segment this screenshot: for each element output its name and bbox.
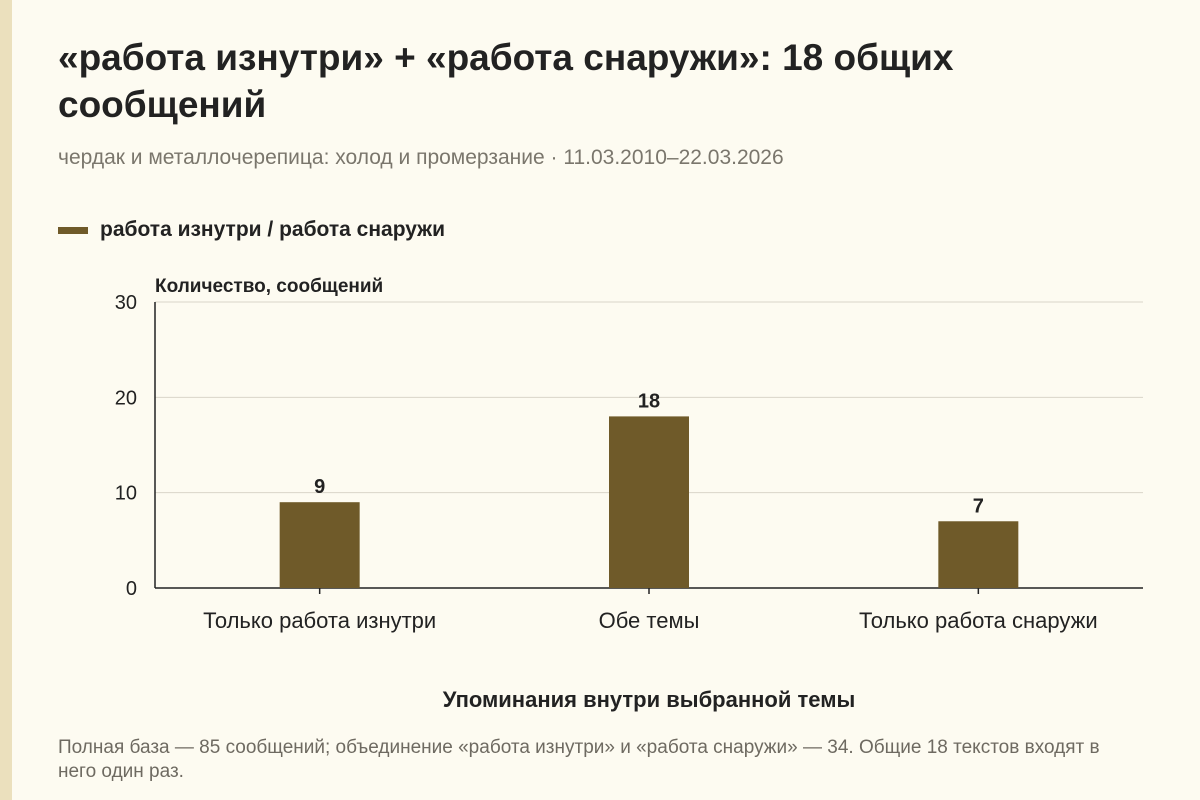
x-tick-label: Обе темы bbox=[599, 608, 700, 633]
y-tick-label: 10 bbox=[115, 483, 137, 505]
bar-value-label: 7 bbox=[973, 495, 984, 517]
legend: работа изнутри / работа снаружи bbox=[58, 218, 445, 242]
bar-value-label: 18 bbox=[638, 390, 660, 412]
bar-chart: 0 10 20 30 Количество, сообщений 9 Только рабо… bbox=[115, 276, 1143, 712]
legend-swatch bbox=[58, 226, 88, 234]
x-tick-label: Только работа снаружи bbox=[859, 608, 1098, 633]
x-axis-label: Упоминания внутри выбранной темы bbox=[443, 687, 856, 712]
chart-title: «работа изнутри» + «работа снаружи»: 18 … bbox=[58, 37, 954, 125]
chart-subtitle: чердак и металлочерепица: холод и промер… bbox=[58, 146, 784, 169]
bar bbox=[279, 502, 360, 588]
left-accent-stripe bbox=[0, 0, 12, 800]
footnote: Полная база — 85 сообщений; объединение … bbox=[58, 737, 1100, 782]
bar-value-label: 9 bbox=[314, 476, 325, 498]
legend-label: работа изнутри / работа снаружи bbox=[100, 218, 445, 241]
bar bbox=[609, 416, 689, 588]
y-tick-label: 30 bbox=[115, 292, 137, 314]
y-tick-label: 20 bbox=[115, 387, 137, 409]
x-tick-label: Только работа изнутри bbox=[203, 608, 436, 633]
y-tick-label: 0 bbox=[126, 578, 137, 600]
bar bbox=[938, 521, 1019, 588]
y-axis-label: Количество, сообщений bbox=[155, 276, 383, 297]
